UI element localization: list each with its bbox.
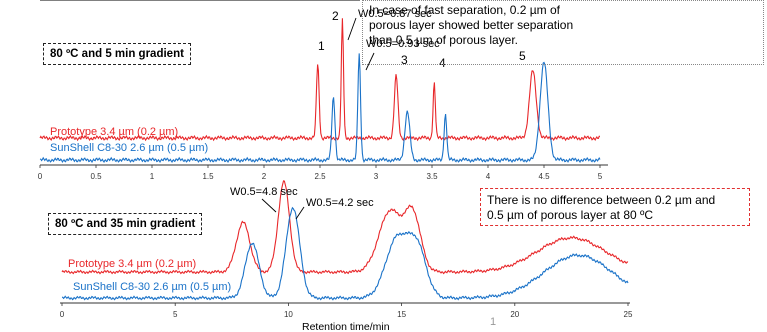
top-tick-label-4: 2 bbox=[262, 172, 267, 181]
arrow-w05-48 bbox=[261, 198, 277, 213]
note-mid-line-2: 0.5 µm of porous layer at 80 ºC bbox=[487, 208, 654, 222]
bottom-tick-label-1: 5 bbox=[173, 310, 178, 319]
bottom-x-ticks: 0 5 10 15 20 25 bbox=[60, 303, 633, 319]
bottom-traces bbox=[61, 180, 629, 301]
bottom-series-label-prototype: Prototype 3.4 µm (0.2 µm) bbox=[68, 258, 196, 270]
bottom-trace-sunshell bbox=[61, 206, 629, 301]
slide-number: 1 bbox=[490, 316, 497, 328]
top-tick-label-6: 3 bbox=[374, 172, 379, 181]
top-trace-prototype bbox=[39, 18, 600, 142]
bottom-series-label-sunshell: SunShell C8-30 2.6 µm (0.5 µm) bbox=[73, 281, 231, 293]
top-series-label-prototype: Prototype 3.4 µm (0.2 µm) bbox=[50, 126, 178, 138]
note-fast-separation: In case of fast separation, 0.2 µm of po… bbox=[362, 0, 764, 65]
note-no-difference: There is no difference between 0.2 µm an… bbox=[480, 188, 750, 226]
peak-label-5: 5 bbox=[519, 49, 526, 63]
peak-label-1: 1 bbox=[318, 39, 325, 53]
top-tick-label-3: 1.5 bbox=[202, 172, 214, 181]
annotation-w05-093: W0.5=0.93 sec bbox=[366, 38, 440, 50]
top-tick-label-0: 0 bbox=[38, 172, 43, 181]
bottom-trace-prototype bbox=[61, 180, 629, 275]
top-tick-label-2: 1 bbox=[150, 172, 155, 181]
top-tick-label-8: 4 bbox=[486, 172, 491, 181]
note-top-line-3: than 0.5 µm of porous layer. bbox=[369, 33, 518, 47]
top-trace-sunshell bbox=[39, 53, 601, 164]
annotation-w05-087: W0.5=0.87 sec bbox=[358, 8, 432, 20]
note-mid-line-1: There is no difference between 0.2 µm an… bbox=[487, 193, 716, 207]
x-axis-label: Retention time/min bbox=[302, 321, 390, 332]
peak-label-2: 2 bbox=[332, 9, 339, 23]
peak-label-4: 4 bbox=[439, 56, 446, 70]
arrow-w05-42 bbox=[295, 206, 305, 220]
top-traces bbox=[39, 18, 601, 164]
top-tick-label-1: 0.5 bbox=[90, 172, 102, 181]
note-top-line-1: In case of fast separation, 0.2 µm of bbox=[369, 3, 561, 17]
arrow-w05-093 bbox=[365, 52, 375, 71]
note-top-line-2: porous layer showed better separation bbox=[369, 18, 574, 32]
peak-label-3: 3 bbox=[401, 53, 408, 67]
bottom-tick-label-2: 10 bbox=[284, 310, 293, 319]
top-tick-label-7: 3.5 bbox=[426, 172, 438, 181]
bottom-tick-label-4: 20 bbox=[510, 310, 519, 319]
arrow-w05-087 bbox=[347, 17, 357, 41]
condition-label-bottom: 80 ºC and 35 min gradient bbox=[48, 213, 203, 235]
top-series-label-sunshell: SunShell C8-30 2.6 µm (0.5 µm) bbox=[50, 142, 208, 154]
bottom-tick-label-5: 25 bbox=[624, 310, 633, 319]
annotation-w05-48: W0.5=4.8 sec bbox=[230, 186, 298, 198]
condition-label-top: 80 ºC and 5 min gradient bbox=[43, 43, 191, 65]
bottom-tick-label-3: 15 bbox=[397, 310, 406, 319]
annotation-w05-42: W0.5=4.2 sec bbox=[306, 197, 374, 209]
top-tick-label-5: 2.5 bbox=[314, 172, 326, 181]
top-tick-label-10: 5 bbox=[598, 172, 603, 181]
bottom-tick-label-0: 0 bbox=[60, 310, 65, 319]
top-tick-label-9: 4.5 bbox=[538, 172, 550, 181]
top-x-ticks: 0 0.5 1 1.5 2 2.5 3 3.5 4 4.5 5 bbox=[38, 165, 603, 181]
